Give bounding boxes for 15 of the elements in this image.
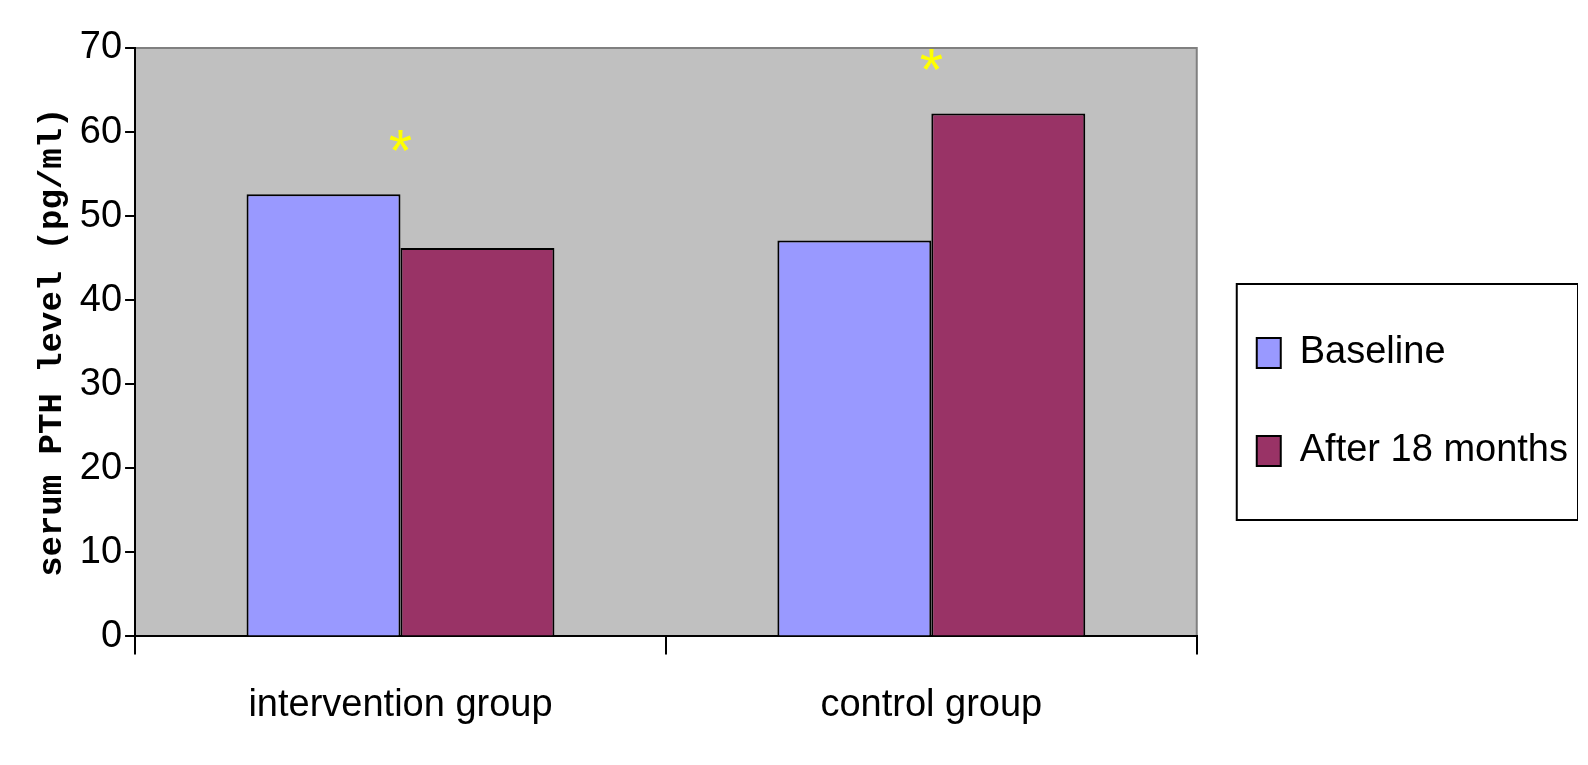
y-tick-label: 40 bbox=[79, 276, 123, 319]
y-tick-label: 70 bbox=[79, 24, 123, 67]
legend-label: After 18 months bbox=[1299, 427, 1568, 470]
y-tick-label: 0 bbox=[100, 612, 123, 655]
y-axis-title: serum PTH level (pg/ml) bbox=[32, 107, 71, 577]
legend-label: Baseline bbox=[1299, 329, 1446, 372]
x-tick-label: intervention group bbox=[248, 681, 553, 724]
annotation: * bbox=[919, 36, 944, 104]
y-tick-label: 10 bbox=[79, 528, 123, 571]
y-tick-label: 50 bbox=[79, 192, 123, 235]
y-tick-label: 60 bbox=[79, 108, 123, 151]
y-tick-label: 30 bbox=[79, 360, 123, 403]
annotation: * bbox=[388, 116, 413, 184]
x-tick-label: control group bbox=[820, 681, 1043, 724]
y-tick-label: 20 bbox=[79, 444, 123, 487]
